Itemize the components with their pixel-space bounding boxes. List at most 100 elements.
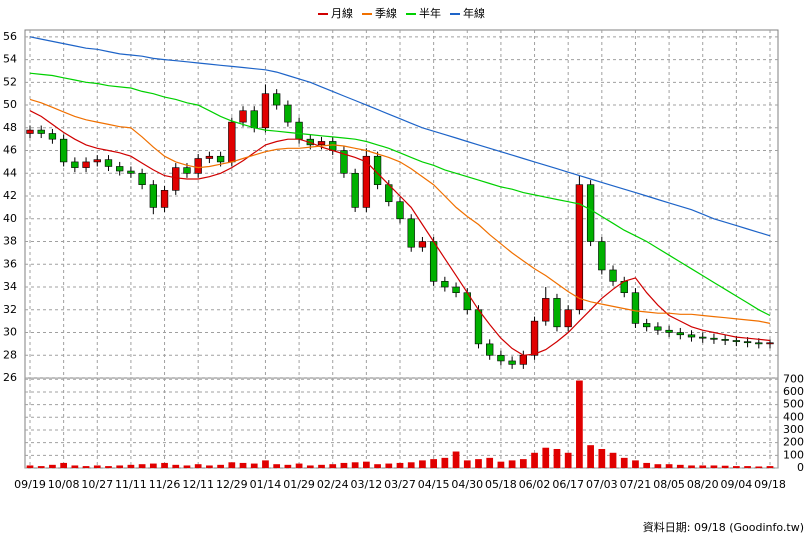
candle-body [138,172,146,185]
candle-body [732,340,741,342]
candle-body [48,133,57,140]
candle-body [396,201,404,220]
candle-body [239,110,247,123]
x-tick-label: 07/03 [586,478,618,491]
volume-bar [82,466,90,468]
volume-bar [127,464,135,468]
volume-bar [172,464,180,468]
volume-bar [239,462,247,468]
candle-body [127,170,135,174]
x-tick-label: 09/18 [754,478,786,491]
volume-bar [329,464,337,468]
candle-body [37,129,45,134]
x-tick-label: 11/11 [115,478,147,491]
volume-bar [295,463,303,468]
volume-bar [351,462,359,468]
volume-bar [183,465,191,468]
volume-bar [430,459,437,468]
candle-body [508,360,516,365]
ma-line [29,110,771,356]
y-tick-label: 56 [3,30,17,43]
y-tick-label: 50 [3,98,17,111]
y-tick-label: 34 [3,280,17,293]
candle-body [676,332,684,336]
candle-body [530,320,539,356]
volume-bar [60,462,67,468]
x-tick-label: 08/20 [687,478,719,491]
volume-bar [262,460,269,468]
volume-bar [475,459,482,468]
plot-frame [24,29,779,469]
candle-body [710,337,718,340]
volume-bar [374,464,381,468]
candle-body [755,342,763,345]
volume-bar [486,457,494,468]
x-tick-label: 05/18 [485,478,517,491]
candle-body [474,309,483,345]
candle-body [575,184,584,311]
volume-bar [755,466,763,468]
y2-tick-label: 200 [783,436,804,449]
volume-bar [452,451,460,468]
volume-bar [576,380,583,468]
x-tick-label: 11/26 [149,478,181,491]
volume-bar [284,464,292,468]
volume-bar [419,460,426,468]
y2-tick-label: 300 [783,423,804,436]
y2-tick-label: 700 [783,372,804,385]
candle-body [486,343,494,356]
y-tick-label: 46 [3,144,17,157]
candle-body [429,241,438,282]
volume-bar [766,466,774,468]
y-tick-label: 44 [3,166,17,179]
volume-bar [206,465,213,468]
candle-body [418,241,427,248]
candle-body [743,341,752,344]
candle-body [59,138,68,163]
candle-body [687,334,696,338]
legend-label: 季線 [375,6,397,20]
candle-body [699,336,707,339]
candle-body [194,158,202,174]
candle-body [766,342,774,345]
candle-body [284,104,292,123]
volume-bar [49,464,56,468]
candle-body [261,93,270,129]
volume-bar [699,465,707,468]
x-tick-label: 06/17 [552,478,584,491]
volume-bar [665,464,673,468]
volume-bar [441,457,449,468]
candle-body [351,172,359,208]
candle-body [273,93,281,106]
volume-bar [733,466,740,468]
ma-line [29,72,771,317]
candle-body [586,184,595,242]
candle-body [497,354,505,362]
volume-bar [228,462,236,468]
candle-body [116,166,124,172]
ma-line [29,98,771,324]
y2-tick-label: 400 [783,410,804,423]
candle-body [317,141,326,146]
volume-bar [105,466,112,468]
x-tick-label: 09/19 [14,478,46,491]
volume-bar [553,448,561,468]
candle-body [71,161,79,168]
x-tick-label: 04/15 [418,478,450,491]
x-tick-label: 03/12 [351,478,383,491]
candle-body [564,309,572,328]
candle-body [340,150,348,174]
candle-body [250,110,258,129]
x-tick-label: 10/08 [48,478,80,491]
volume-bar [385,463,393,468]
legend-label: 月線 [331,6,353,20]
x-tick-label: 06/02 [519,478,551,491]
x-tick-label: 01/14 [250,478,282,491]
volume-bar [318,464,325,468]
y-tick-label: 42 [3,189,17,202]
volume-bar [407,462,415,468]
candle-body [721,339,729,341]
candle-body [643,323,651,328]
y-tick-label: 52 [3,75,17,88]
volume-bar [250,463,258,468]
